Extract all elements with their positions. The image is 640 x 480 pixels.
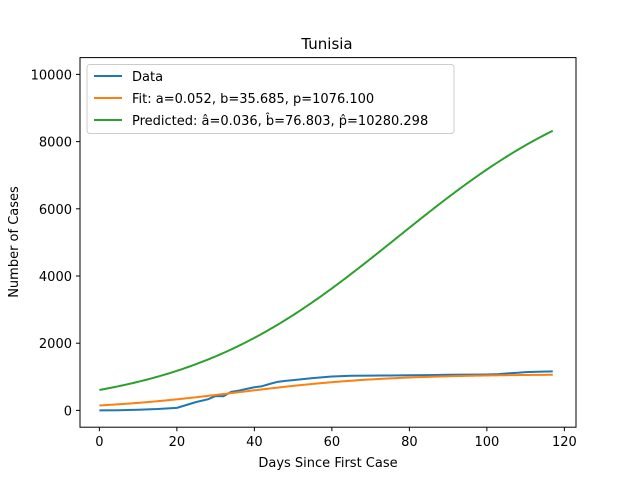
x-axis-label: Days Since First Case — [258, 456, 397, 471]
plot-frame — [79, 57, 577, 428]
chart-title: Tunisia — [300, 35, 352, 53]
series-line-2 — [99, 129, 554, 391]
series-line-0 — [99, 370, 553, 412]
x-tick-label: 60 — [324, 435, 341, 450]
y-tick-label: 0 — [64, 404, 72, 419]
x-tick-label: 40 — [246, 435, 263, 450]
y-axis-label: Number of Cases — [7, 186, 22, 298]
legend-label: Fit: a=0.052, b=35.685, p=1076.100 — [132, 92, 374, 107]
x-tick-label: 20 — [169, 435, 186, 450]
legend-label: Predicted: â=0.036, b̂=76.803, p̂=10280.… — [132, 114, 428, 129]
legend: Data Fit: a=0.052, b=35.685, p=1076.100 Pr… — [86, 64, 455, 134]
legend-label: Data — [132, 70, 163, 85]
y-tick-label: 10000 — [31, 68, 72, 83]
x-tick-label: 0 — [95, 435, 103, 450]
legend-box — [86, 64, 455, 134]
y-tick-label: 6000 — [39, 203, 72, 218]
y-tick-label: 8000 — [39, 136, 72, 151]
y-tick-label: 2000 — [39, 337, 72, 352]
plot-area — [99, 129, 554, 412]
series-line-1 — [99, 373, 553, 407]
y-tick-label: 4000 — [39, 270, 72, 285]
x-axis: 0 20 40 60 80 100 120 — [95, 427, 577, 450]
x-tick-label: 100 — [474, 435, 499, 450]
x-tick-label: 80 — [401, 435, 418, 450]
y-axis: 0 2000 4000 6000 8000 10000 — [31, 68, 80, 419]
x-tick-label: 120 — [552, 435, 577, 450]
